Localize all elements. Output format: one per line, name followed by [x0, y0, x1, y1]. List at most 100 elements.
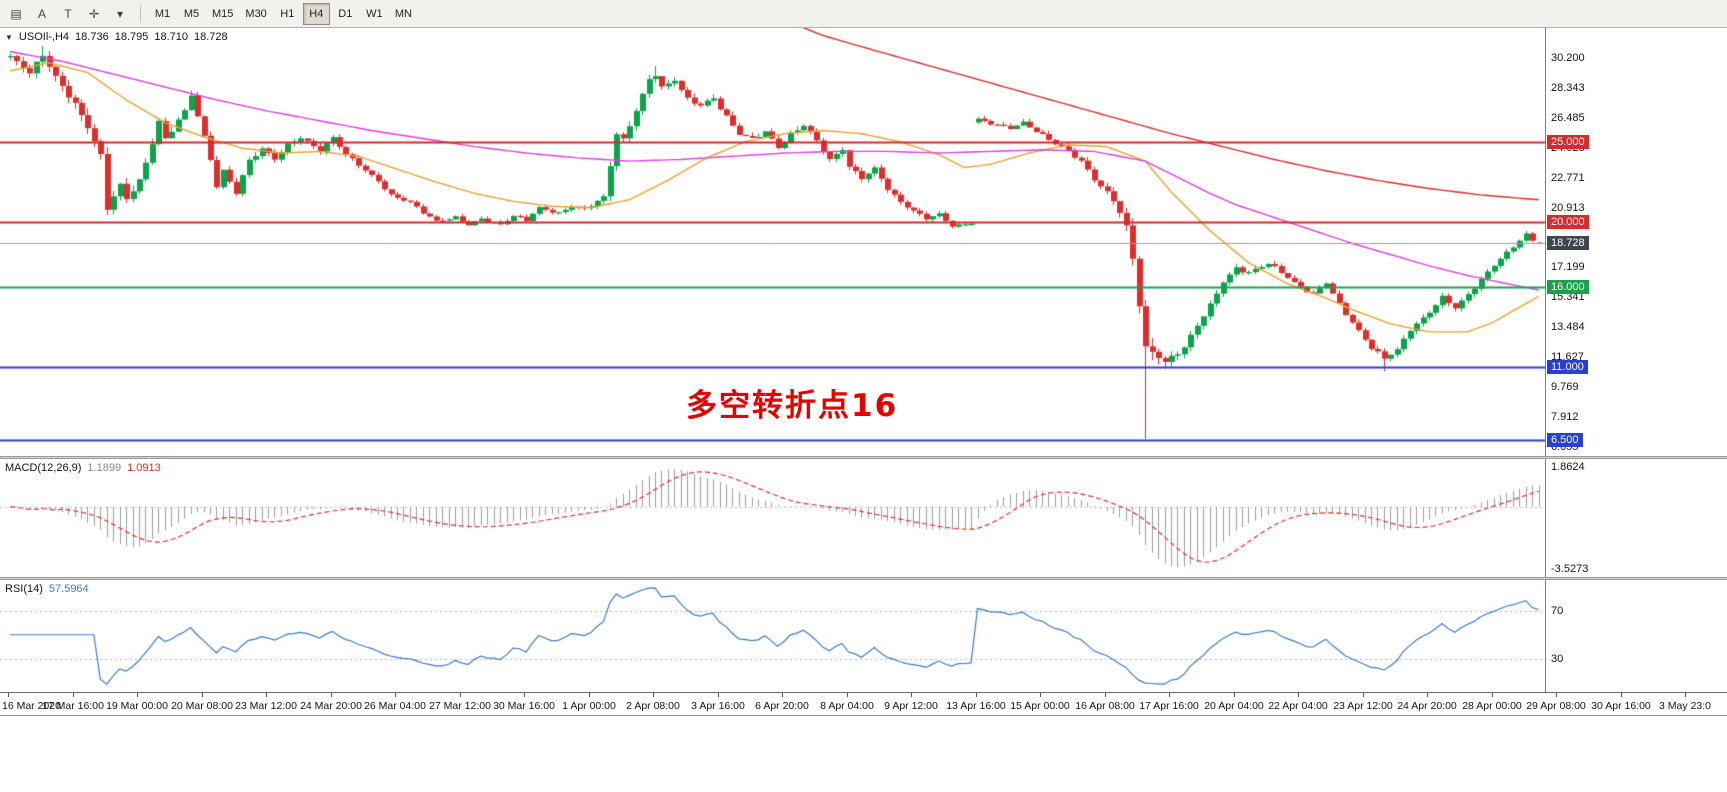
price-level-badge: 11.000	[1547, 360, 1588, 375]
time-axis-tick	[1492, 693, 1493, 697]
rsi-scale-label: 70	[1551, 604, 1564, 617]
panel-splitter-rsi[interactable]	[0, 577, 1727, 580]
time-axis-label: 13 Apr 16:00	[946, 700, 1006, 712]
toolbar-separator	[140, 4, 141, 23]
symbol-timeframe-label: USOIl-,H4	[18, 31, 70, 43]
macd-signal-value: 1.0913	[127, 462, 161, 474]
main-chart-panel: ▼ USOIl-,H4 18.736 18.795 18.710 18.728 …	[0, 28, 1545, 456]
time-axis-label: 23 Mar 12:00	[235, 700, 297, 712]
crosshair-tool-icon[interactable]: ✛	[82, 3, 106, 25]
price-axis-label: 13.484	[1551, 321, 1585, 334]
time-axis-label: 16 Apr 08:00	[1075, 700, 1135, 712]
time-axis-tick	[1298, 693, 1299, 697]
ohlc-low-value: 18.710	[154, 31, 189, 43]
price-axis-label: 9.769	[1551, 381, 1579, 394]
price-axis-label: 11.627	[1551, 351, 1584, 364]
time-axis-tick	[1427, 693, 1428, 697]
time-axis[interactable]: 16 Mar 2020 17 Mar 16:00 19 Mar 00:00 20 Ma…	[0, 692, 1727, 716]
timeframe-button-h1[interactable]: H1	[274, 3, 301, 25]
price-axis-label: 22.771	[1551, 171, 1585, 184]
timeframe-button-d1[interactable]: D1	[332, 3, 359, 25]
text-label-tool-icon[interactable]: A	[30, 3, 54, 25]
macd-canvas[interactable]	[0, 459, 1545, 577]
time-axis-tick	[266, 693, 267, 697]
time-axis-label: 24 Apr 20:00	[1397, 700, 1457, 712]
time-axis-label: 27 Mar 12:00	[429, 700, 491, 712]
time-axis-tick	[976, 693, 977, 697]
time-axis-label: 20 Apr 04:00	[1204, 700, 1264, 712]
rsi-scale-label: 30	[1551, 652, 1564, 665]
price-axis-label: 7.912	[1551, 411, 1579, 424]
time-axis-tick	[1363, 693, 1364, 697]
time-axis-label: 26 Mar 04:00	[364, 700, 426, 712]
price-level-badge: 25.000	[1547, 134, 1589, 149]
price-axis-label: 20.913	[1551, 201, 1585, 214]
time-axis-label: 9 Apr 12:00	[884, 700, 938, 712]
dropdown-caret-icon[interactable]: ▾	[108, 3, 132, 25]
text-tool-icon[interactable]: T	[56, 3, 80, 25]
price-axis-label: 28.343	[1551, 81, 1585, 94]
time-axis-tick	[331, 693, 332, 697]
rsi-panel: RSI(14) 57.5964	[0, 580, 1545, 692]
time-axis-tick	[653, 693, 654, 697]
rsi-label: RSI(14) 57.5964	[5, 583, 89, 595]
macd-scale-label: 1.8624	[1551, 461, 1585, 473]
time-axis-tick	[1234, 693, 1235, 697]
price-level-badge: 6.500	[1547, 432, 1583, 447]
time-axis-tick	[395, 693, 396, 697]
time-axis-tick	[847, 693, 848, 697]
timeframe-button-m30[interactable]: M30	[240, 3, 271, 25]
chart-list-icon[interactable]: ▤	[4, 3, 28, 25]
time-axis-label: 23 Apr 12:00	[1333, 700, 1393, 712]
rsi-canvas[interactable]	[0, 580, 1545, 692]
timeframe-button-m15[interactable]: M15	[207, 3, 238, 25]
time-axis-tick	[524, 693, 525, 697]
bottom-filler	[0, 716, 1727, 792]
time-axis-label: 15 Apr 00:00	[1010, 700, 1070, 712]
price-level-badge: 20.000	[1547, 215, 1589, 230]
time-axis-tick	[1621, 693, 1622, 697]
time-axis-label: 1 Apr 00:00	[562, 700, 616, 712]
timeframe-button-m1[interactable]: M1	[149, 3, 176, 25]
time-axis-tick	[202, 693, 203, 697]
rsi-value: 57.5964	[48, 583, 89, 595]
time-axis-tick	[73, 693, 74, 697]
panel-splitter-macd[interactable]	[0, 456, 1727, 459]
timeframe-button-mn[interactable]: MN	[390, 3, 417, 25]
time-axis-label: 16 Mar 2020	[2, 700, 61, 712]
macd-panel: MACD(12,26,9) 1.1899 1.0913	[0, 459, 1545, 577]
time-axis-tick	[1040, 693, 1041, 697]
timeframe-button-h4[interactable]: H4	[302, 2, 330, 25]
ohlc-open-value: 18.736	[75, 31, 109, 43]
time-axis-tick	[8, 693, 9, 697]
timeframe-button-m5[interactable]: M5	[178, 3, 205, 25]
price-axis-label: 30.200	[1551, 51, 1585, 64]
time-axis-tick	[1556, 693, 1557, 697]
timeframe-button-w1[interactable]: W1	[361, 3, 388, 25]
price-chart-canvas[interactable]	[0, 28, 1545, 456]
time-axis-label: 2 Apr 08:00	[626, 700, 680, 712]
time-axis-label: 3 May 23:0	[1659, 700, 1711, 712]
time-axis-label: 17 Apr 16:00	[1139, 700, 1199, 712]
time-axis-label: 20 Mar 08:00	[171, 700, 233, 712]
time-axis-label: 22 Apr 04:00	[1268, 700, 1328, 712]
price-axis-label: 26.485	[1551, 111, 1585, 124]
rsi-name: RSI(14)	[5, 583, 43, 595]
price-axis-label: 17.199	[1551, 261, 1585, 274]
symbol-dropdown-icon[interactable]: ▼	[5, 32, 13, 42]
time-axis-label: 30 Mar 16:00	[493, 700, 555, 712]
time-axis-label: 28 Apr 00:00	[1462, 700, 1522, 712]
price-axis[interactable]: 30.20028.34326.48524.62822.77120.91317.1…	[1545, 28, 1727, 692]
time-axis-tick	[1169, 693, 1170, 697]
time-axis-tick	[718, 693, 719, 697]
time-axis-label: 19 Mar 00:00	[106, 700, 168, 712]
time-axis-tick	[137, 693, 138, 697]
price-axis-label: 15.341	[1551, 291, 1585, 304]
time-axis-label: 29 Apr 08:00	[1526, 700, 1586, 712]
time-axis-tick	[782, 693, 783, 697]
time-axis-label: 3 Apr 16:00	[691, 700, 745, 712]
price-level-badge: 16.000	[1547, 279, 1589, 294]
time-axis-tick	[1105, 693, 1106, 697]
macd-label: MACD(12,26,9) 1.1899 1.0913	[5, 462, 161, 474]
